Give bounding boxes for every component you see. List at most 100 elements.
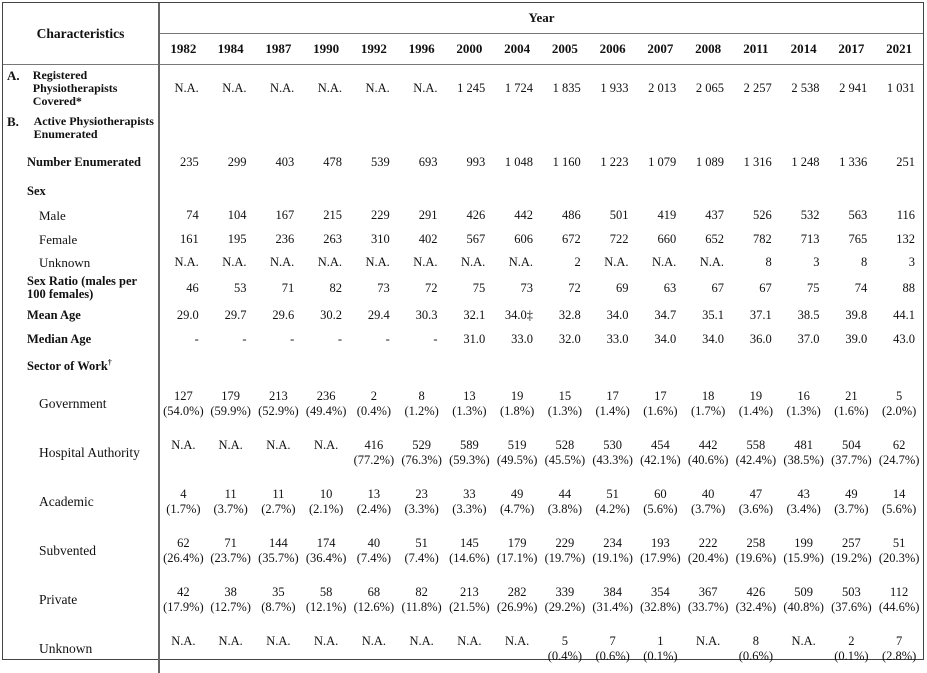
empty-cell (684, 111, 732, 145)
percentage: (3.7%) (213, 501, 248, 516)
year-column-header: 2011 (732, 33, 780, 65)
sector-value-cell: N.A. (684, 624, 732, 673)
percentage: (12.1%) (305, 599, 347, 614)
value-cell: 299 (227, 154, 247, 169)
percentage: (0.4%) (547, 648, 583, 663)
sector-value-cell: 258 (19.6%) (732, 526, 780, 575)
sector-value-cell: 17 (1.4%) (589, 379, 637, 428)
value-cell: - (290, 331, 295, 346)
value-cell: 35.1 (702, 307, 724, 322)
empty-cell (780, 111, 828, 145)
section-letter: A. (7, 67, 20, 83)
empty-cell (207, 179, 255, 203)
count: N.A. (266, 633, 291, 648)
value-cell: 74 (186, 207, 199, 222)
empty-cell (493, 111, 541, 145)
percentage: (7.4%) (404, 550, 439, 565)
value-cell: - (433, 331, 438, 346)
value-cell: - (242, 331, 247, 346)
sector-value-cell: 40 (7.4%) (350, 526, 398, 575)
percentage: (12.7%) (210, 599, 251, 614)
empty-cell (255, 111, 303, 145)
percentage: (59.3%) (449, 452, 490, 467)
empty-cell (541, 179, 589, 203)
percentage: (26.4%) (163, 550, 204, 565)
value-cell: N.A. (413, 80, 438, 95)
value-cell: 167 (275, 207, 295, 222)
section-label: Active Physiotherapists Enumerated (33, 114, 154, 141)
sector-value-cell: 481 (38.5%) (780, 428, 828, 477)
percentage: (7.4%) (356, 550, 392, 565)
percentage: (20.3%) (878, 550, 920, 565)
header-row-years: 1982 1984 1987 1990 1992 1996 2000 2004 2005 2006… (3, 33, 923, 65)
percentage: (37.6%) (831, 599, 872, 614)
row-sector-private: Private 42 (17.9%) 38 (12.7%) 35 (8.7%) 58 (12.1… (3, 575, 923, 624)
value-cell: 563 (848, 207, 868, 222)
sector-value-cell: 11 (2.7%) (255, 477, 303, 526)
value-cell: 403 (275, 154, 295, 169)
sector-value-cell: 367 (33.7%) (684, 575, 732, 624)
percentage: (77.2%) (353, 452, 395, 467)
sector-value-cell: N.A. (780, 624, 828, 673)
empty-cell (159, 179, 207, 203)
sector-value-cell: 528 (45.5%) (541, 428, 589, 477)
percentage: (32.8%) (640, 599, 681, 614)
sector-value-cell: 112 (44.6%) (875, 575, 923, 624)
percentage: (1.6%) (643, 403, 678, 418)
percentage: (31.4%) (592, 599, 633, 614)
sector-value-cell: 442 (40.6%) (684, 428, 732, 477)
count: 112 (889, 584, 909, 599)
sector-value-cell: 504 (37.7%) (828, 428, 876, 477)
count: N.A. (313, 633, 339, 648)
value-cell: 161 (180, 231, 199, 246)
empty-cell (398, 111, 446, 145)
count: 454 (651, 437, 670, 452)
percentage: (0.1%) (834, 648, 869, 663)
count: 2 (370, 388, 377, 403)
value-cell: 38.5 (797, 307, 820, 322)
empty-cell (398, 351, 446, 379)
value-cell: 30.2 (320, 307, 342, 322)
sector-value-cell: 8 (0.6%) (732, 624, 780, 673)
count: 21 (845, 388, 858, 403)
section-letter: B. (7, 114, 19, 129)
value-cell: 437 (705, 207, 724, 222)
percentage (302, 453, 350, 468)
year-column-header: 2006 (588, 33, 637, 65)
value-cell: 1 048 (504, 154, 533, 169)
percentage: (1.4%) (738, 403, 774, 418)
count: 257 (842, 535, 861, 550)
value-cell: 34.0‡ (504, 307, 533, 322)
empty-cell (302, 351, 350, 379)
row-sector-subvented: Subvented 62 (26.4%) 71 (23.7%) 144 (35.7%) 174… (3, 526, 923, 575)
percentage: (45.5%) (544, 452, 586, 467)
sector-value-cell: 236 (49.4%) (302, 379, 350, 428)
value-cell: 251 (896, 154, 915, 169)
empty-cell (589, 111, 637, 145)
count: 481 (794, 437, 813, 452)
percentage: (3.4%) (786, 501, 821, 516)
sector-value-cell: 5 (0.4%) (541, 624, 589, 673)
percentage: (11.8%) (401, 599, 442, 614)
sector-value-cell: 11 (3.7%) (207, 477, 255, 526)
row-sector-unknown: Unknown N.A. N.A. N.A. N.A. N.A. N.A. N.A… (3, 624, 923, 673)
value-cell: 1 316 (743, 154, 772, 169)
percentage: (40.8%) (783, 599, 824, 614)
count: 236 (316, 388, 336, 403)
sector-value-cell: 179 (59.9%) (207, 379, 255, 428)
count: 258 (746, 535, 766, 550)
value-cell: 8 (861, 254, 868, 269)
count: 40 (701, 486, 715, 501)
count: N.A. (171, 633, 196, 648)
sector-value-cell: 144 (35.7%) (255, 526, 303, 575)
sector-value-cell: 13 (2.4%) (350, 477, 398, 526)
count: 68 (367, 584, 381, 599)
percentage: (3.7%) (834, 501, 869, 516)
sector-value-cell: 15 (1.3%) (541, 379, 589, 428)
value-cell: N.A. (269, 254, 295, 269)
sector-value-cell: N.A. (255, 624, 303, 673)
count: 33 (463, 486, 476, 501)
sector-value-cell: 51 (4.2%) (589, 477, 637, 526)
value-cell: 486 (562, 207, 581, 222)
percentage: (14.6%) (449, 550, 490, 565)
